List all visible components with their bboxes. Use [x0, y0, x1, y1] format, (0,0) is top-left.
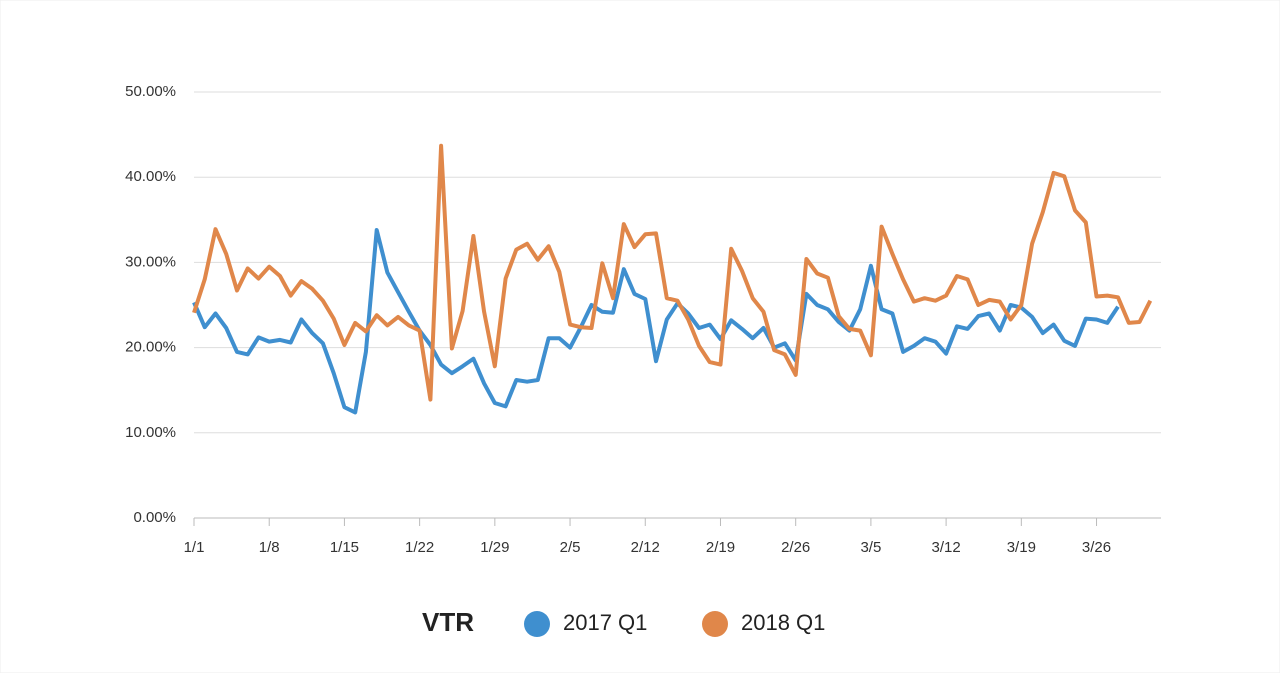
legend-label: 2017 Q1 — [563, 610, 647, 635]
x-tick-label: 2/12 — [631, 539, 660, 556]
y-tick-label: 30.00% — [125, 253, 176, 270]
legend-title: VTR — [422, 607, 474, 637]
x-tick-label: 1/15 — [330, 539, 359, 556]
y-tick-label: 40.00% — [125, 168, 176, 185]
series-line — [192, 143, 1153, 402]
y-tick-label: 10.00% — [125, 424, 176, 441]
x-tick-label: 1/29 — [480, 539, 509, 556]
x-tick-label: 2/19 — [706, 539, 735, 556]
x-tick-label: 3/12 — [932, 539, 961, 556]
x-tick-label: 2/26 — [781, 539, 810, 556]
x-tick-label: 1/8 — [259, 539, 280, 556]
x-tick-label: 1/1 — [184, 539, 205, 556]
y-tick-label: 50.00% — [125, 83, 176, 100]
legend-marker — [702, 611, 728, 637]
x-tick-label: 3/5 — [860, 539, 881, 556]
y-tick-label: 0.00% — [133, 509, 176, 526]
x-tick-label: 2/5 — [560, 539, 581, 556]
x-tick-label: 1/22 — [405, 539, 434, 556]
legend-label: 2018 Q1 — [741, 610, 825, 635]
x-tick-label: 3/19 — [1007, 539, 1036, 556]
series-line — [192, 228, 1120, 415]
x-tick-label: 3/26 — [1082, 539, 1111, 556]
y-tick-label: 20.00% — [125, 339, 176, 356]
legend-marker — [524, 611, 550, 637]
